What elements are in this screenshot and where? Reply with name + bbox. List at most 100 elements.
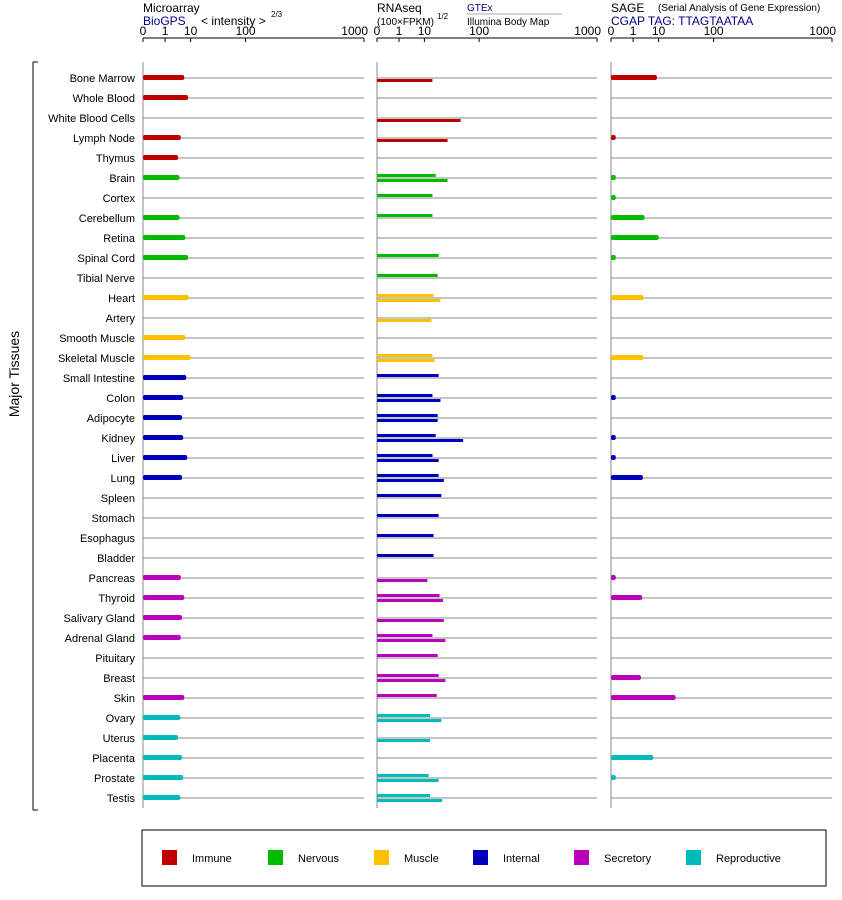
illumina-bar[interactable]: [377, 479, 444, 482]
illumina-bar[interactable]: [377, 119, 461, 122]
sage-bar[interactable]: [611, 255, 616, 260]
illumina-bar[interactable]: [377, 599, 443, 602]
sage-bar[interactable]: [611, 475, 643, 480]
tissue-label[interactable]: Colon: [106, 393, 135, 405]
gtex-bar[interactable]: [377, 514, 439, 517]
microarray-bar[interactable]: [143, 475, 183, 480]
gtex-bar[interactable]: [377, 534, 434, 537]
gtex-bar[interactable]: [377, 774, 429, 777]
tissue-label[interactable]: Tibial Nerve: [77, 273, 135, 285]
sage-bar[interactable]: [611, 775, 616, 780]
tissue-label[interactable]: Small Intestine: [63, 373, 135, 385]
tissue-label[interactable]: Esophagus: [80, 533, 136, 545]
tissue-label[interactable]: Pituitary: [95, 653, 135, 665]
gtex-bar[interactable]: [377, 274, 438, 277]
tissue-label[interactable]: Adipocyte: [87, 413, 135, 425]
microarray-bar[interactable]: [143, 735, 179, 740]
microarray-source[interactable]: BioGPS: [143, 14, 186, 28]
illumina-bar[interactable]: [377, 439, 464, 442]
illumina-bar[interactable]: [377, 399, 441, 402]
tissue-label[interactable]: Pancreas: [89, 573, 136, 585]
sage-bar[interactable]: [611, 395, 616, 400]
microarray-bar[interactable]: [143, 175, 180, 180]
microarray-bar[interactable]: [143, 95, 189, 100]
tissue-label[interactable]: White Blood Cells: [48, 113, 135, 125]
gtex-bar[interactable]: [377, 494, 442, 497]
illumina-bar[interactable]: [377, 779, 439, 782]
illumina-bar[interactable]: [377, 619, 444, 622]
microarray-bar[interactable]: [143, 155, 179, 160]
illumina-bar[interactable]: [377, 359, 435, 362]
gtex-bar[interactable]: [377, 454, 433, 457]
illumina-bar[interactable]: [377, 799, 443, 802]
gtex-bar[interactable]: [377, 634, 433, 637]
illumina-bar[interactable]: [377, 739, 431, 742]
tissue-label[interactable]: Uterus: [103, 733, 136, 745]
gtex-bar[interactable]: [377, 254, 439, 257]
illumina-bar[interactable]: [377, 79, 433, 82]
microarray-bar[interactable]: [143, 595, 185, 600]
tissue-label[interactable]: Artery: [106, 313, 136, 325]
illumina-bar[interactable]: [377, 639, 446, 642]
illumina-bar[interactable]: [377, 459, 439, 462]
illumina-bar[interactable]: [377, 579, 428, 582]
microarray-bar[interactable]: [143, 755, 183, 760]
gtex-bar[interactable]: [377, 434, 436, 437]
sage-bar[interactable]: [611, 195, 616, 200]
tissue-label[interactable]: Liver: [111, 453, 135, 465]
microarray-bar[interactable]: [143, 75, 185, 80]
tissue-label[interactable]: Salivary Gland: [63, 613, 135, 625]
microarray-bar[interactable]: [143, 715, 181, 720]
gtex-bar[interactable]: [377, 214, 433, 217]
sage-bar[interactable]: [611, 75, 657, 80]
microarray-bar[interactable]: [143, 635, 181, 640]
tissue-label[interactable]: Placenta: [92, 753, 136, 765]
tissue-label[interactable]: Stomach: [92, 513, 135, 525]
microarray-bar[interactable]: [143, 255, 189, 260]
illumina-bar[interactable]: [377, 179, 448, 182]
microarray-bar[interactable]: [143, 795, 181, 800]
tissue-label[interactable]: Skin: [114, 693, 135, 705]
tissue-label[interactable]: Spinal Cord: [78, 253, 135, 265]
sage-bar[interactable]: [611, 435, 616, 440]
gtex-bar[interactable]: [377, 294, 434, 297]
tissue-label[interactable]: Prostate: [94, 773, 135, 785]
illumina-bar[interactable]: [377, 299, 441, 302]
gtex-bar[interactable]: [377, 794, 431, 797]
microarray-bar[interactable]: [143, 355, 191, 360]
gtex-bar[interactable]: [377, 654, 438, 657]
sage-bar[interactable]: [611, 235, 659, 240]
tissue-label[interactable]: Cerebellum: [79, 213, 135, 225]
sage-bar[interactable]: [611, 575, 616, 580]
tissue-label[interactable]: Retina: [103, 233, 136, 245]
tissue-label[interactable]: Kidney: [101, 433, 135, 445]
gtex-bar[interactable]: [377, 674, 439, 677]
sage-bar[interactable]: [611, 295, 644, 300]
gtex-bar[interactable]: [377, 714, 431, 717]
tissue-label[interactable]: Ovary: [106, 713, 136, 725]
microarray-bar[interactable]: [143, 435, 184, 440]
gtex-bar[interactable]: [377, 414, 438, 417]
illumina-bar[interactable]: [377, 719, 442, 722]
tissue-label[interactable]: Thymus: [96, 153, 136, 165]
tissue-label[interactable]: Bone Marrow: [70, 73, 135, 85]
microarray-bar[interactable]: [143, 775, 184, 780]
tissue-label[interactable]: Testis: [107, 793, 136, 805]
gtex-bar[interactable]: [377, 354, 433, 357]
sage-bar[interactable]: [611, 175, 616, 180]
microarray-bar[interactable]: [143, 415, 183, 420]
microarray-bar[interactable]: [143, 335, 186, 340]
tissue-label[interactable]: Spleen: [101, 493, 135, 505]
illumina-bar[interactable]: [377, 139, 448, 142]
gtex-bar[interactable]: [377, 694, 437, 697]
microarray-bar[interactable]: [143, 375, 187, 380]
sage-bar[interactable]: [611, 455, 616, 460]
illumina-bar[interactable]: [377, 679, 446, 682]
tissue-label[interactable]: Adrenal Gland: [65, 633, 135, 645]
tissue-label[interactable]: Breast: [103, 673, 135, 685]
tissue-label[interactable]: Heart: [108, 293, 135, 305]
microarray-bar[interactable]: [143, 235, 186, 240]
tissue-label[interactable]: Thyroid: [98, 593, 135, 605]
tissue-label[interactable]: Whole Blood: [73, 93, 135, 105]
gtex-bar[interactable]: [377, 194, 433, 197]
